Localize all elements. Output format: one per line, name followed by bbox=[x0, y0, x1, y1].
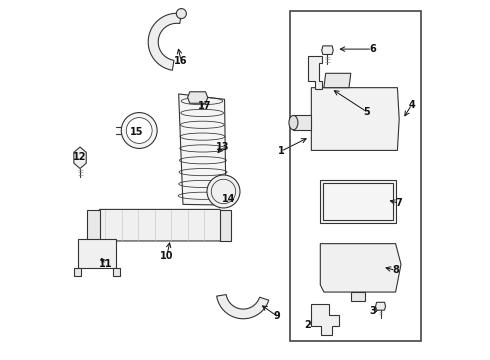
Text: 2: 2 bbox=[304, 320, 311, 330]
Text: 15: 15 bbox=[130, 127, 144, 136]
Polygon shape bbox=[311, 87, 399, 150]
Polygon shape bbox=[320, 180, 396, 223]
Text: 12: 12 bbox=[74, 152, 87, 162]
Polygon shape bbox=[148, 13, 181, 70]
Text: 6: 6 bbox=[369, 44, 376, 54]
Ellipse shape bbox=[289, 116, 298, 130]
Text: 16: 16 bbox=[174, 56, 188, 66]
Text: 17: 17 bbox=[198, 101, 212, 111]
Polygon shape bbox=[93, 210, 229, 241]
Text: 8: 8 bbox=[392, 265, 399, 275]
Text: 10: 10 bbox=[160, 251, 173, 261]
Polygon shape bbox=[87, 211, 100, 241]
Polygon shape bbox=[78, 239, 116, 268]
Ellipse shape bbox=[126, 118, 152, 143]
Text: 11: 11 bbox=[99, 259, 113, 269]
Text: 1: 1 bbox=[277, 146, 284, 156]
Text: 7: 7 bbox=[396, 198, 403, 208]
Text: 14: 14 bbox=[222, 194, 236, 204]
Polygon shape bbox=[351, 292, 365, 301]
Polygon shape bbox=[74, 147, 86, 168]
Polygon shape bbox=[294, 116, 311, 130]
Text: 3: 3 bbox=[369, 306, 376, 316]
Polygon shape bbox=[375, 302, 386, 310]
Polygon shape bbox=[324, 73, 351, 87]
Polygon shape bbox=[74, 268, 81, 276]
Bar bbox=[290, 12, 421, 341]
Polygon shape bbox=[311, 305, 339, 335]
Polygon shape bbox=[179, 94, 226, 205]
Text: 13: 13 bbox=[216, 142, 229, 152]
Ellipse shape bbox=[176, 9, 186, 19]
Polygon shape bbox=[188, 92, 208, 103]
Polygon shape bbox=[322, 46, 333, 54]
Polygon shape bbox=[220, 211, 231, 241]
Text: 4: 4 bbox=[408, 100, 415, 110]
Polygon shape bbox=[113, 268, 121, 276]
Polygon shape bbox=[308, 56, 322, 89]
Ellipse shape bbox=[207, 175, 240, 208]
Polygon shape bbox=[320, 244, 401, 292]
Ellipse shape bbox=[122, 113, 157, 148]
Text: 5: 5 bbox=[364, 107, 370, 117]
Text: 9: 9 bbox=[274, 311, 281, 321]
Polygon shape bbox=[217, 294, 269, 319]
